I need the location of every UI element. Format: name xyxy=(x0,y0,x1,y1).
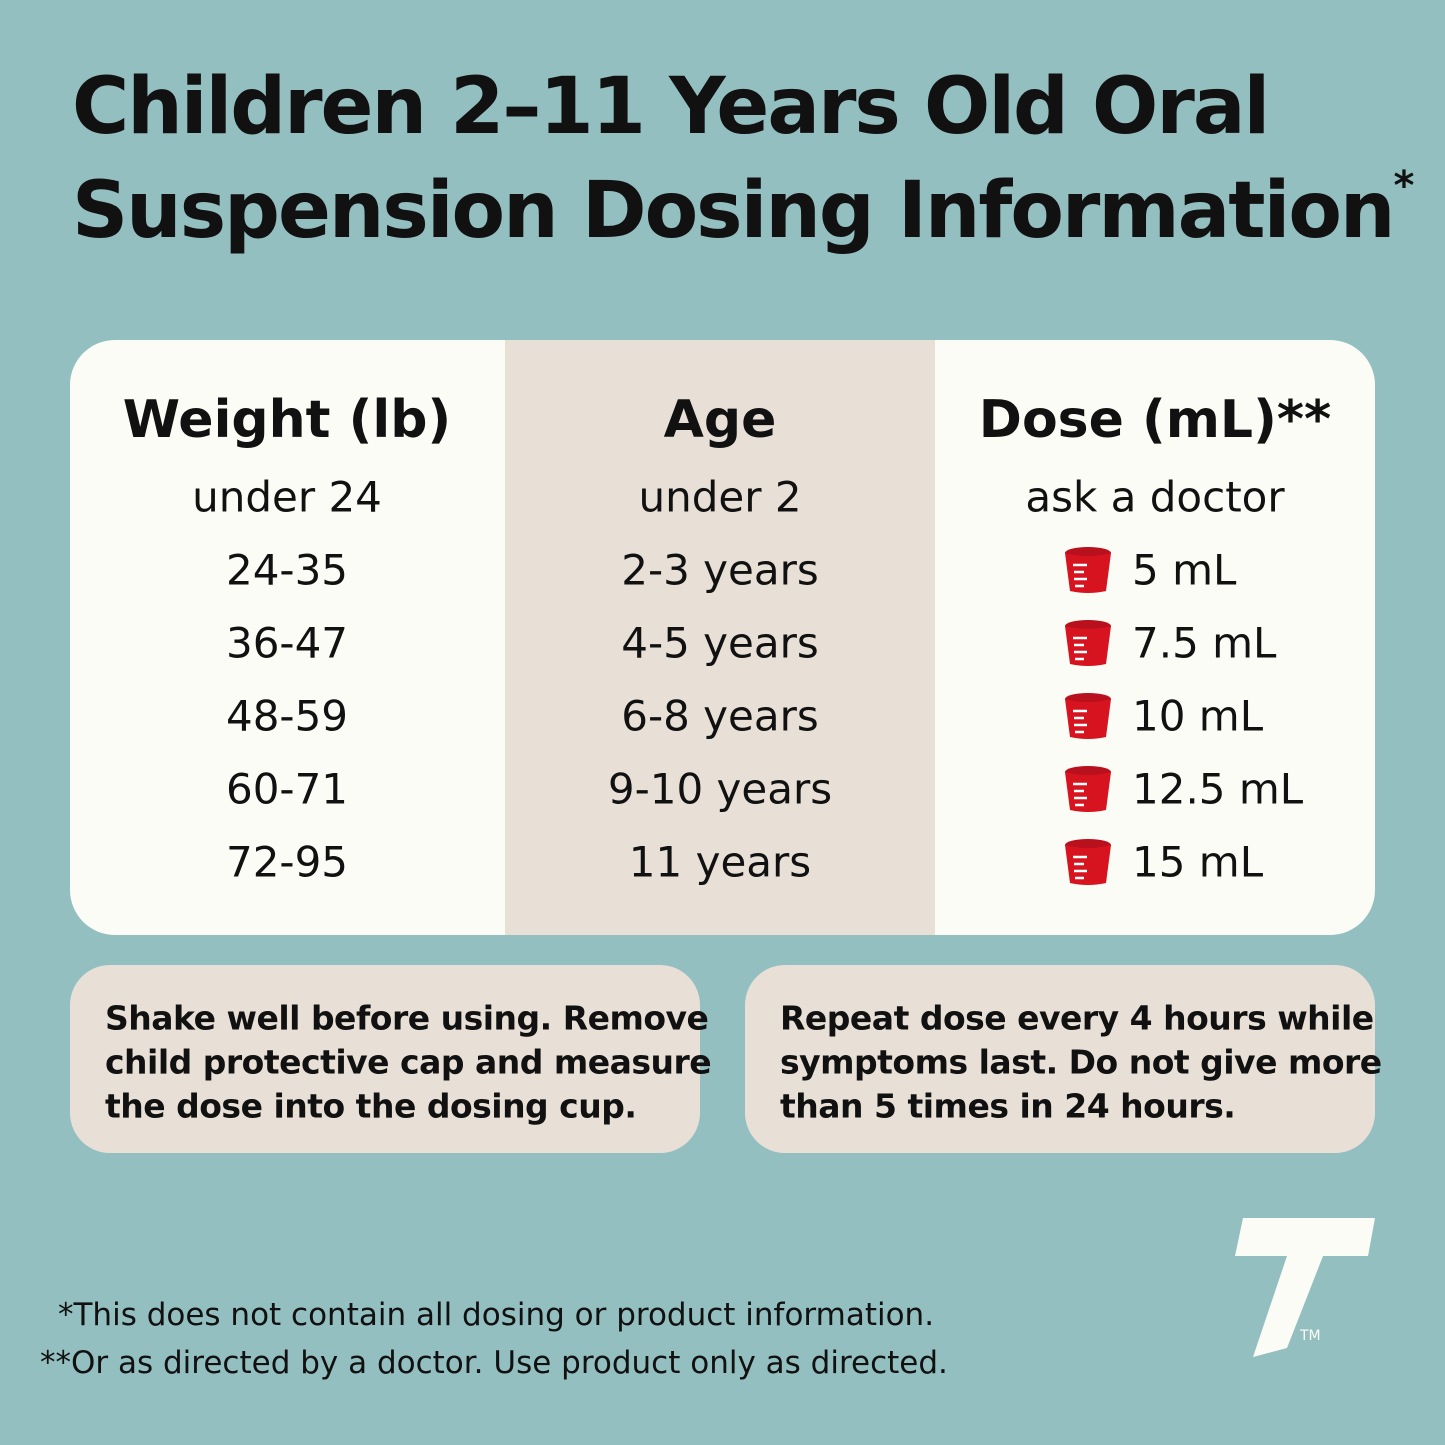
column-header: Weight (lb) xyxy=(122,390,452,450)
age-column-bg xyxy=(505,340,935,935)
note-line: the dose into the dosing cup. xyxy=(105,1086,637,1126)
cup-icon xyxy=(1065,693,1111,739)
footnote: **Or as directed by a doctor. Use produc… xyxy=(40,1345,948,1381)
weight-cell: 72-95 xyxy=(225,837,349,887)
cup-icon xyxy=(1065,766,1111,812)
dose-cell: 5 mL xyxy=(1132,545,1237,595)
footnote: *This does not contain all dosing or pro… xyxy=(58,1297,935,1333)
weight-cell: 60-71 xyxy=(225,764,349,814)
dose-cell: ask a doctor xyxy=(1025,472,1285,522)
dose-cup xyxy=(1063,618,1113,672)
cup-icon xyxy=(1065,839,1111,885)
column-header: Dose (mL)** xyxy=(978,390,1332,450)
weight-cell: 36-47 xyxy=(225,618,349,668)
age-cell: 6-8 years xyxy=(621,691,819,741)
dose-cell: 7.5 mL xyxy=(1132,618,1277,668)
title-mark: * xyxy=(1393,163,1414,209)
weight-cell: 24-35 xyxy=(225,545,349,595)
dose-cup xyxy=(1063,691,1113,745)
logo-shape xyxy=(1235,1218,1375,1357)
column-header: Age xyxy=(663,390,777,450)
weight-cell: 48-59 xyxy=(225,691,349,741)
weight-cell: under 24 xyxy=(192,472,382,522)
logo-mark: TM xyxy=(1299,1328,1321,1344)
dosing-table: Weight (lb) Age Dose (mL)** under 24 under 2… xyxy=(70,340,1375,935)
title-text: Suspension Dosing Information xyxy=(72,166,1395,256)
age-cell: 2-3 years xyxy=(621,545,819,595)
note-box: Repeat dose every 4 hours while symptoms… xyxy=(745,965,1382,1153)
title-line: Children 2–11 Years Old Oral xyxy=(72,62,1270,152)
note-line: than 5 times in 24 hours. xyxy=(780,1086,1236,1126)
age-cell: 4-5 years xyxy=(621,618,819,668)
note-line: Repeat dose every 4 hours while xyxy=(780,998,1374,1038)
dose-cup xyxy=(1063,837,1113,891)
age-cell: 11 years xyxy=(628,837,812,887)
dose-cell: 15 mL xyxy=(1132,837,1264,887)
logo: TM xyxy=(1235,1218,1375,1357)
note-box: Shake well before using. Remove child pr… xyxy=(70,965,712,1153)
dose-cup xyxy=(1063,764,1113,818)
note-line: Shake well before using. Remove xyxy=(105,998,709,1038)
dose-cup xyxy=(1063,545,1113,599)
cup-icon xyxy=(1065,547,1111,593)
dose-cell: 12.5 mL xyxy=(1132,764,1304,814)
age-cell: 9-10 years xyxy=(607,764,833,814)
cup-icon xyxy=(1065,620,1111,666)
dose-cell: 10 mL xyxy=(1132,691,1264,741)
note-line: child protective cap and measure xyxy=(105,1042,712,1082)
title-line: Suspension Dosing Information* xyxy=(72,166,1414,250)
note-line: symptoms last. Do not give more xyxy=(780,1042,1382,1082)
age-cell: under 2 xyxy=(638,472,802,522)
